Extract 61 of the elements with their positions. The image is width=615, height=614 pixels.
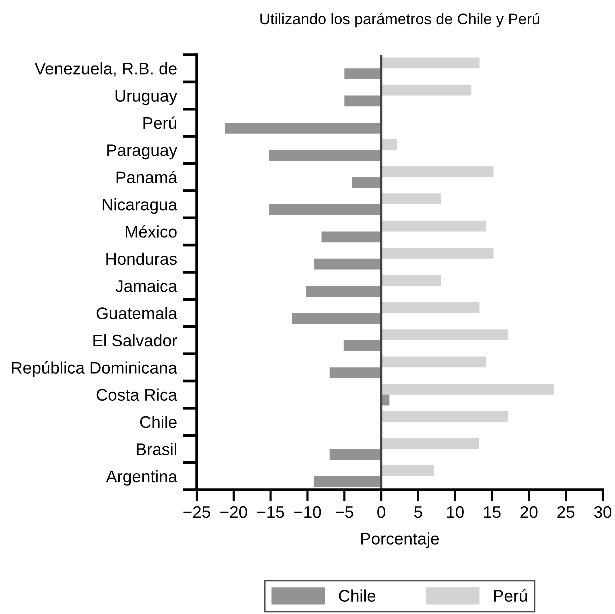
bar xyxy=(269,204,382,216)
bar xyxy=(225,122,382,134)
y-tick-label: Nicaragua xyxy=(102,198,178,214)
bar xyxy=(382,330,509,340)
x-tick-label: −20 xyxy=(220,506,248,518)
x-tick-label: 25 xyxy=(558,506,575,518)
y-tick-label: El Salvador xyxy=(94,334,178,347)
x-axis-title: Porcentaje xyxy=(362,532,440,548)
y-tick-label: Perú xyxy=(144,116,176,130)
x-tick-label: −15 xyxy=(258,506,284,518)
x-tick-label: 20 xyxy=(520,506,538,518)
y-tick-label: Honduras xyxy=(106,252,177,266)
y-tick-label: Venezuela, R.B. de xyxy=(34,62,177,77)
y-tick-label: Panamá xyxy=(116,171,178,184)
bar xyxy=(344,340,382,352)
bar xyxy=(382,466,434,476)
bar xyxy=(382,411,509,422)
bar xyxy=(306,286,382,297)
x-tick-label: −10 xyxy=(294,506,322,518)
bar xyxy=(382,438,479,450)
x-tick-label: 30 xyxy=(594,506,612,518)
y-tick-label: Jamaica xyxy=(116,280,178,292)
bar xyxy=(382,220,486,232)
legend-label: Perú xyxy=(494,590,528,602)
x-tick-label: −25 xyxy=(184,506,210,518)
bar xyxy=(352,177,382,188)
bar xyxy=(269,150,382,162)
x-tick-label: 10 xyxy=(447,506,464,518)
y-tick-label: Chile xyxy=(140,416,177,428)
y-tick-label: Costa Rica xyxy=(96,388,178,402)
bar xyxy=(382,194,442,205)
bar xyxy=(382,139,398,150)
bar xyxy=(382,302,480,314)
x-tick-label: 15 xyxy=(484,506,501,518)
bar xyxy=(382,356,486,368)
bar xyxy=(314,476,382,488)
bar xyxy=(344,96,382,107)
y-tick-label: Uruguay xyxy=(116,90,178,106)
bar xyxy=(382,84,472,96)
bar xyxy=(330,368,382,379)
bar xyxy=(382,248,494,259)
y-tick-label: Argentina xyxy=(106,470,178,486)
x-tick-label: 5 xyxy=(414,506,422,518)
bar xyxy=(292,313,382,324)
x-tick-label: 0 xyxy=(378,506,386,518)
bar xyxy=(344,68,382,80)
y-tick-label: México xyxy=(126,225,177,238)
bar xyxy=(322,232,382,243)
chart-title: Utilizando los parámetros de Chile y Perú xyxy=(260,13,540,28)
bar xyxy=(382,166,494,178)
bar xyxy=(314,258,382,270)
y-tick-label: Paraguay xyxy=(108,144,178,160)
y-tick-label: Guatemala xyxy=(96,307,178,320)
y-tick-label: Brasil xyxy=(137,443,176,456)
bar xyxy=(330,449,382,460)
bar xyxy=(382,384,554,395)
bar xyxy=(382,275,442,286)
bar xyxy=(382,58,480,69)
y-tick-label: República Dominicana xyxy=(12,362,178,378)
x-tick-label: −5 xyxy=(336,506,354,518)
legend-label: Chile xyxy=(339,590,376,602)
